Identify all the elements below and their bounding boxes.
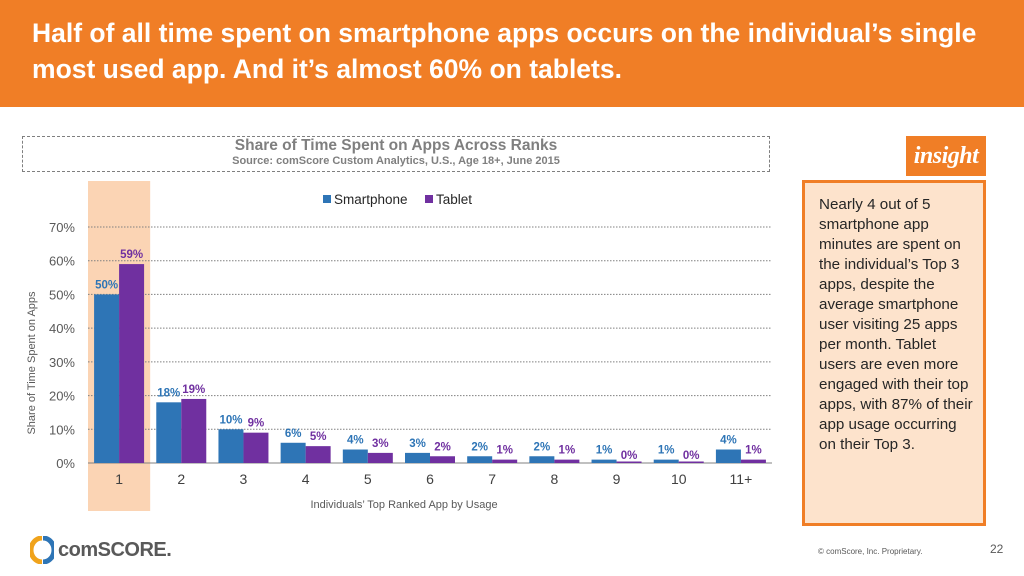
x-tick-label: 8	[550, 471, 558, 487]
headline: Half of all time spent on smartphone app…	[32, 18, 977, 84]
legend-swatch-smartphone	[323, 195, 331, 203]
smartphone-bar	[94, 294, 120, 463]
x-tick-label: 6	[426, 471, 434, 487]
smartphone-bar	[529, 456, 555, 463]
smartphone-data-label: 6%	[285, 428, 302, 440]
smartphone-bar	[156, 402, 182, 463]
tablet-data-label: 0%	[621, 450, 638, 462]
smartphone-data-label: 2%	[471, 441, 488, 453]
insight-text: Nearly 4 out of 5 smartphone app minutes…	[819, 196, 973, 453]
y-tick-label: 50%	[49, 287, 75, 302]
x-tick-label: 3	[240, 471, 248, 487]
tablet-data-label: 1%	[745, 445, 762, 457]
tablet-bar	[430, 456, 455, 463]
x-tick-label: 10	[671, 471, 687, 487]
header-banner: Half of all time spent on smartphone app…	[0, 0, 1024, 107]
tablet-data-label: 9%	[248, 418, 265, 430]
tablet-data-label: 2%	[434, 441, 451, 453]
y-tick-label: 30%	[49, 355, 75, 370]
page-number: 22	[990, 542, 1004, 556]
smartphone-data-label: 18%	[157, 387, 180, 399]
logo-text: comSCORE.	[58, 539, 172, 561]
tablet-bar	[678, 461, 704, 463]
tablet-data-label: 59%	[120, 249, 143, 261]
x-tick-label: 4	[302, 471, 310, 487]
bar-chart: 0%10%20%30%40%50%60%70%50%18%10%6%4% 3% 2%…	[26, 181, 772, 511]
x-tick-label: 2	[177, 471, 185, 487]
x-tick-label: 5	[364, 471, 372, 487]
tablet-bar	[616, 461, 642, 463]
smartphone-data-label: 1%	[658, 445, 675, 457]
tablet-data-label: 1%	[496, 445, 513, 457]
x-tick-label: 9	[613, 471, 621, 487]
y-axis-title: Share of Time Spent on Apps	[26, 291, 38, 435]
tablet-data-label: 3%	[372, 438, 389, 450]
tablet-bar	[181, 398, 207, 463]
smartphone-data-label: 4%	[347, 435, 364, 447]
smartphone-data-label: 2%	[534, 441, 551, 453]
y-tick-label: 10%	[49, 422, 75, 437]
x-tick-label: 1	[115, 471, 123, 487]
smartphone-bar	[280, 442, 306, 463]
smartphone-data-label: 3%	[409, 438, 426, 450]
tablet-bar	[492, 459, 518, 463]
smartphone-bar	[218, 429, 244, 463]
tablet-data-label: 5%	[310, 431, 327, 443]
tablet-bar	[554, 459, 580, 463]
y-tick-label: 20%	[49, 389, 75, 404]
legend-swatch-tablet	[425, 195, 433, 203]
insight-box: Nearly 4 out of 5 smartphone app minutes…	[802, 180, 986, 526]
y-tick-label: 0%	[56, 456, 75, 471]
tablet-bar	[119, 264, 145, 463]
tablet-bar	[740, 459, 766, 463]
smartphone-bar	[467, 456, 493, 463]
chart-source: Source: comScore Custom Analytics, U.S.,…	[232, 155, 560, 167]
smartphone-data-label: 4%	[720, 435, 737, 447]
legend-label-smartphone: Smartphone	[334, 192, 408, 207]
tablet-bar	[305, 446, 331, 463]
tablet-bar	[243, 432, 269, 463]
smartphone-data-label: 1%	[596, 445, 613, 457]
smartphone-data-label: 10%	[219, 414, 242, 426]
smartphone-bar	[342, 449, 368, 463]
x-axis-title: Individuals’ Top Ranked App by Usage	[310, 499, 497, 511]
tablet-bar	[367, 452, 393, 463]
tablet-data-label: 1%	[559, 445, 576, 457]
y-tick-label: 40%	[49, 321, 75, 336]
smartphone-bar	[715, 449, 741, 463]
smartphone-data-label: 50%	[95, 279, 118, 291]
smartphone-bar	[591, 459, 617, 463]
tablet-data-label: 0%	[683, 450, 700, 462]
comscore-logo-icon	[28, 535, 57, 565]
smartphone-bar	[653, 459, 679, 463]
y-tick-label: 60%	[49, 254, 75, 269]
chart-title: Share of Time Spent on Apps Across Ranks	[234, 137, 558, 154]
chart-title-box: Share of Time Spent on Apps Across Ranks…	[22, 136, 770, 172]
smartphone-bar	[405, 452, 430, 463]
y-tick-label: 70%	[49, 220, 75, 235]
x-tick-label: 11+	[730, 471, 753, 487]
insight-tag: insight	[906, 136, 986, 176]
comscore-logo: comSCORE.	[28, 535, 172, 565]
tablet-data-label: 19%	[182, 384, 205, 396]
copyright-text: © comScore, Inc. Proprietary.	[818, 547, 923, 556]
x-tick-label: 7	[488, 471, 496, 487]
legend-label-tablet: Tablet	[436, 192, 472, 207]
